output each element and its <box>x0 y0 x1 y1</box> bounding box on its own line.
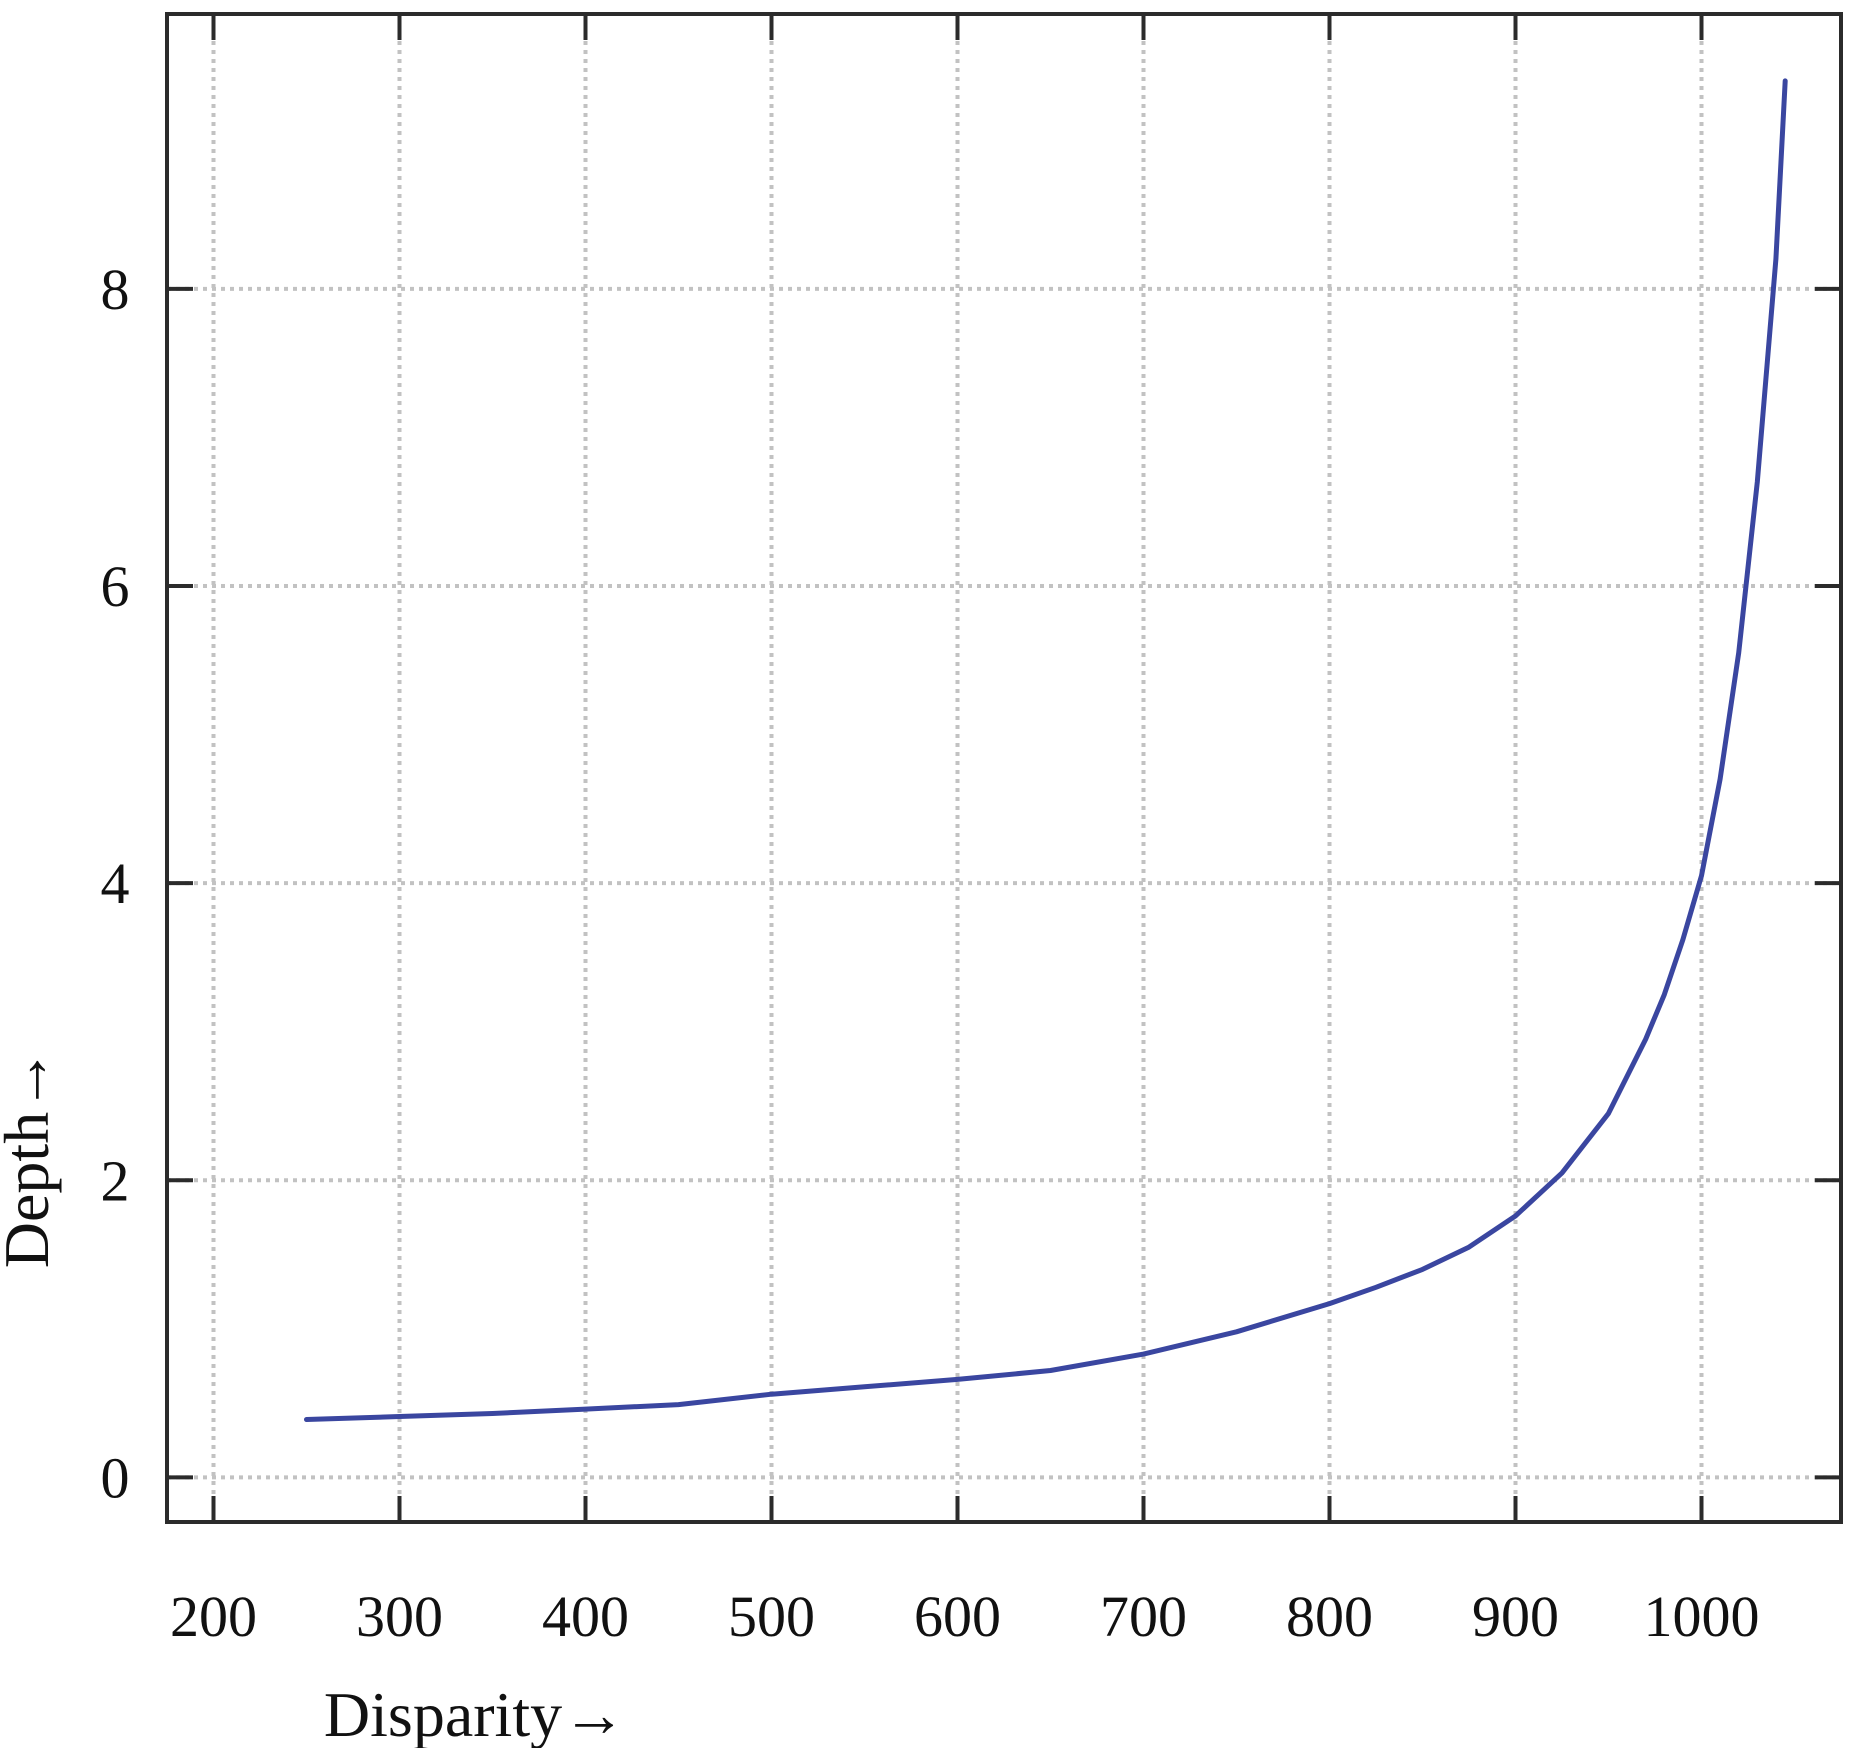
x-tick-label: 900 <box>1472 1584 1559 1649</box>
series-layer <box>304 78 1788 1422</box>
y-tick-label: 4 <box>101 851 130 916</box>
x-tick-label: 600 <box>914 1584 1001 1649</box>
x-tick-label: 800 <box>1286 1584 1373 1649</box>
y-tick-label: 8 <box>101 257 130 322</box>
plot-frame <box>165 12 1843 1524</box>
x-axis-label: Disparity→ <box>324 1679 626 1748</box>
y-tick-label: 2 <box>101 1148 130 1213</box>
x-tick-label: 500 <box>728 1584 815 1649</box>
x-tick-label: 1000 <box>1644 1584 1760 1649</box>
x-tick-label: 400 <box>542 1584 629 1649</box>
y-axis-label: Depth→ <box>0 1048 62 1268</box>
y-tick-label: 0 <box>101 1445 130 1510</box>
y-tick-label: 6 <box>101 554 130 619</box>
axes-layer <box>165 12 1843 1524</box>
x-tick-label: 200 <box>170 1584 257 1649</box>
grid-layer <box>167 14 1841 1522</box>
x-tick-label: 300 <box>356 1584 443 1649</box>
tick-layer: 200 300 400 500 600 700 800 900 1000 0 2 4 6 8 <box>101 14 1841 1649</box>
series-line <box>304 78 1788 1422</box>
x-tick-label: 700 <box>1100 1584 1187 1649</box>
